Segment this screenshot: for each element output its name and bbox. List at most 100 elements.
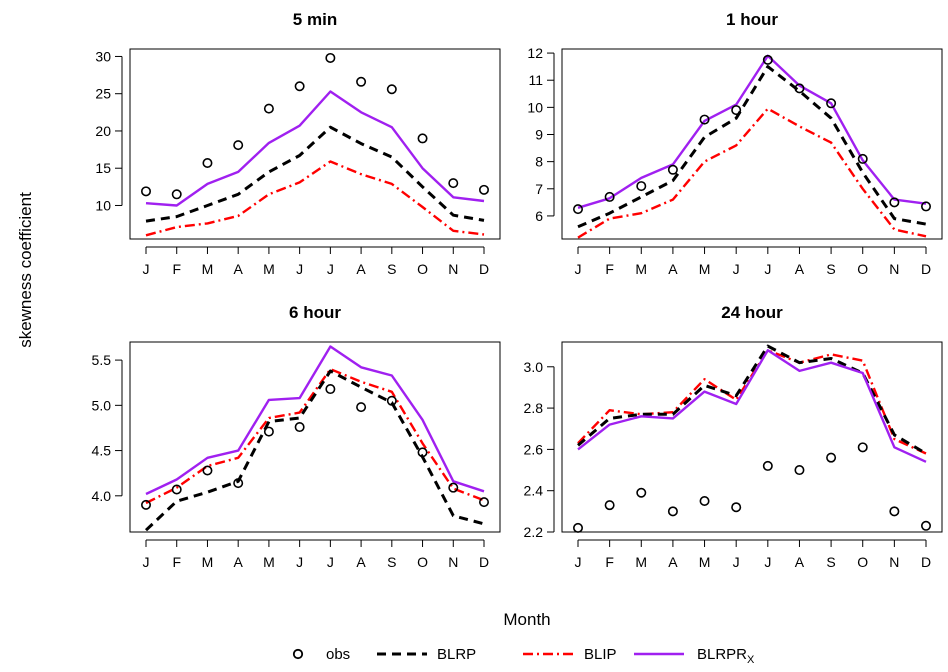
x-tick-label: F bbox=[605, 554, 614, 570]
x-tick-label: A bbox=[234, 554, 244, 570]
x-tick-label: J bbox=[764, 261, 771, 277]
obs-point bbox=[667, 164, 678, 175]
x-tick-label: A bbox=[795, 261, 805, 277]
obs-point bbox=[478, 184, 489, 195]
obs-point bbox=[202, 158, 213, 169]
obs-point bbox=[794, 83, 805, 94]
x-tick-label: J bbox=[575, 554, 582, 570]
x-tick-label: S bbox=[826, 554, 835, 570]
obs-point bbox=[699, 496, 710, 507]
legend-label: BLRP bbox=[437, 646, 476, 663]
x-tick-label: S bbox=[387, 554, 396, 570]
x-tick-label: J bbox=[143, 554, 150, 570]
x-tick-label: J bbox=[296, 554, 303, 570]
obs-point bbox=[356, 402, 367, 413]
x-tick-label: M bbox=[202, 261, 214, 277]
x-tick-label: J bbox=[327, 261, 334, 277]
obs-point bbox=[233, 140, 244, 151]
y-tick-label: 6 bbox=[535, 208, 543, 224]
y-tick-label: 2.4 bbox=[524, 483, 544, 499]
obs-point bbox=[731, 502, 742, 513]
x-tick-label: M bbox=[699, 261, 711, 277]
obs-point bbox=[826, 98, 837, 109]
x-tick-label: J bbox=[733, 554, 740, 570]
obs-point bbox=[920, 520, 931, 531]
y-tick-label: 5.0 bbox=[92, 397, 112, 413]
panel-frame bbox=[561, 341, 943, 533]
x-tick-label: M bbox=[635, 554, 647, 570]
obs-point bbox=[294, 81, 305, 92]
obs-point bbox=[325, 52, 336, 63]
x-tick-label: M bbox=[263, 261, 275, 277]
x-tick-label: A bbox=[795, 554, 805, 570]
panel-title: 6 hour bbox=[289, 303, 341, 322]
x-tick-label: D bbox=[921, 554, 931, 570]
panel-frame bbox=[129, 341, 501, 533]
y-tick-label: 2.8 bbox=[524, 400, 544, 416]
x-tick-label: F bbox=[605, 261, 614, 277]
obs-point bbox=[604, 191, 615, 202]
x-tick-label: F bbox=[172, 554, 181, 570]
obs-point bbox=[356, 76, 367, 87]
legend-label: obs bbox=[326, 646, 350, 663]
x-tick-label: J bbox=[143, 261, 150, 277]
x-tick-label: M bbox=[263, 554, 275, 570]
x-axis-title: Month bbox=[503, 610, 550, 629]
obs-point bbox=[171, 189, 182, 200]
x-tick-label: O bbox=[417, 554, 428, 570]
x-tick-label: J bbox=[764, 554, 771, 570]
y-tick-label: 8 bbox=[535, 154, 543, 170]
y-tick-label: 3.0 bbox=[524, 359, 544, 375]
x-tick-label: D bbox=[921, 261, 931, 277]
obs-point bbox=[826, 452, 837, 463]
series-line-blip bbox=[145, 160, 485, 237]
legend-symbol bbox=[292, 648, 304, 660]
panel-title: 24 hour bbox=[721, 303, 783, 322]
obs-point bbox=[731, 105, 742, 116]
y-tick-label: 10 bbox=[527, 99, 543, 115]
legend-entry-1: BLRP bbox=[377, 646, 476, 663]
obs-point bbox=[857, 442, 868, 453]
x-tick-label: J bbox=[327, 554, 334, 570]
obs-point bbox=[667, 506, 678, 517]
x-tick-label: S bbox=[826, 261, 835, 277]
series-line-blrp bbox=[577, 344, 927, 455]
obs-point bbox=[889, 506, 900, 517]
x-tick-label: N bbox=[889, 261, 899, 277]
x-tick-label: D bbox=[479, 554, 489, 570]
x-tick-label: J bbox=[733, 261, 740, 277]
y-tick-label: 10 bbox=[95, 197, 111, 213]
panel-3: 24 hour 2.2 2.4 2.6 2.8 3.0 J F M A M J J A S O N D bbox=[524, 303, 943, 570]
x-tick-label: M bbox=[699, 554, 711, 570]
obs-point bbox=[889, 197, 900, 208]
obs-point bbox=[448, 482, 459, 493]
y-tick-label: 4.5 bbox=[92, 443, 112, 459]
legend: obs BLRP BLIP BLRPRX bbox=[292, 646, 755, 666]
legend-entry-3: BLRPRX bbox=[634, 646, 755, 666]
x-tick-label: O bbox=[417, 261, 428, 277]
x-tick-label: M bbox=[202, 554, 214, 570]
x-tick-label: A bbox=[668, 554, 678, 570]
x-tick-label: O bbox=[857, 261, 868, 277]
x-tick-label: N bbox=[448, 261, 458, 277]
series-line-blrprx bbox=[145, 90, 485, 207]
obs-point bbox=[386, 84, 397, 95]
series-line-blrp bbox=[144, 369, 485, 532]
obs-point bbox=[263, 103, 274, 114]
obs-point bbox=[386, 395, 397, 406]
x-tick-label: N bbox=[889, 554, 899, 570]
obs-point bbox=[448, 178, 459, 189]
x-tick-label: M bbox=[635, 261, 647, 277]
y-tick-label: 5.5 bbox=[92, 352, 112, 368]
obs-point bbox=[325, 384, 336, 395]
series-line-blip bbox=[577, 107, 927, 239]
y-tick-label: 12 bbox=[527, 45, 543, 61]
series-line-blrprx bbox=[577, 349, 927, 463]
y-tick-label: 2.6 bbox=[524, 441, 544, 457]
legend-label: BLRPRX bbox=[697, 646, 755, 666]
x-tick-label: S bbox=[387, 261, 396, 277]
y-tick-label: 2.2 bbox=[524, 524, 544, 540]
panel-frame bbox=[129, 48, 501, 240]
